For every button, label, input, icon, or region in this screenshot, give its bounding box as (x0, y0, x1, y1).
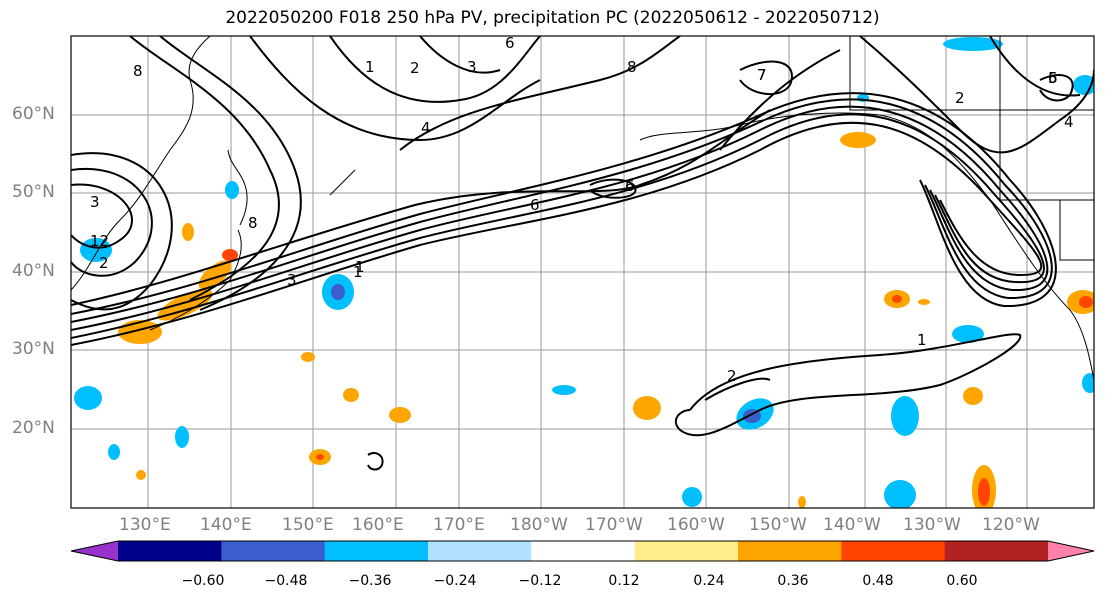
lon-label-170e: 170°E (433, 515, 485, 535)
lon-label-130e: 130°E (119, 515, 171, 535)
colorbar-tick: 0.60 (946, 573, 978, 589)
contour-label: 3 (467, 58, 477, 76)
lat-label-20: 20°N (12, 418, 55, 438)
colorbar-tick: −0.48 (264, 573, 308, 589)
plot-frame (70, 35, 1095, 509)
map-title: 2022050200 F018 250 hPa PV, precipitatio… (225, 8, 880, 28)
contour-label: 7 (757, 66, 767, 84)
colorbar-outline (70, 540, 1095, 562)
lon-label-180w: 180°W (510, 515, 568, 535)
colorbar-tick: 0.48 (862, 573, 894, 589)
colorbar-box (324, 541, 429, 561)
lat-label-30: 30°N (12, 339, 55, 359)
contour-label: 8 (627, 58, 637, 76)
contour-label: 3 (90, 193, 100, 211)
contour-label: 1 (355, 258, 365, 276)
contour-label: 8 (248, 214, 258, 232)
colorbar-extend-high (1048, 541, 1094, 561)
colorbar-tick: 0.12 (608, 573, 640, 589)
colorbar-extend-low (71, 541, 118, 561)
colorbar-tick: 0.24 (693, 573, 725, 589)
lon-label-140e: 140°E (200, 515, 252, 535)
colorbar (70, 540, 1095, 562)
colorbar-box (118, 541, 222, 561)
pv-contours (71, 36, 1094, 471)
lon-label-150e: 150°E (282, 515, 334, 535)
lon-label-160e: 160°E (352, 515, 404, 535)
contour-label: 7 (757, 66, 767, 84)
lon-label-170w: 170°W (585, 515, 643, 535)
colorbar-box (221, 541, 326, 561)
contour-label: 12 (90, 232, 109, 250)
lat-label-60: 60°N (12, 104, 55, 124)
colorbar-box (531, 541, 636, 561)
contour-label: 5 (1048, 69, 1058, 87)
colorbar-box (634, 541, 739, 561)
contour-label: 1 (917, 331, 927, 349)
lat-label-40: 40°N (12, 261, 55, 281)
contour-label: 3 (287, 271, 297, 289)
precip-shading (74, 37, 1094, 508)
contour-label: 6 (625, 177, 635, 195)
contour-label: 1 (365, 58, 375, 76)
colorbar-box (944, 541, 1049, 561)
contour-label: 2 (955, 89, 965, 107)
lon-label-150w: 150°W (749, 515, 807, 535)
colorbar-tick: −0.36 (348, 573, 392, 589)
lon-label-160w: 160°W (667, 515, 725, 535)
colorbar-tick: 0.36 (777, 573, 809, 589)
coastlines (71, 36, 1094, 381)
contour-label: 2 (99, 254, 109, 272)
contour-label: 4 (1064, 113, 1074, 131)
contour-label: 4 (421, 119, 431, 137)
contour-label: 2 (410, 59, 420, 77)
lat-label-50: 50°N (12, 182, 55, 202)
contour-label: 2 (727, 367, 737, 385)
lon-label-120w: 120°W (982, 515, 1040, 535)
contour-label: 6 (505, 34, 515, 52)
colorbar-box (841, 541, 946, 561)
lon-label-140w: 140°W (823, 515, 881, 535)
contour-label: 6 (1048, 69, 1058, 87)
colorbar-tick: −0.24 (433, 573, 477, 589)
contour-label: 1 (353, 263, 363, 281)
colorbar-box (738, 541, 842, 561)
contour-label: 8 (133, 62, 143, 80)
lon-label-130w: 130°W (903, 515, 961, 535)
contour-label: 6 (530, 196, 540, 214)
colorbar-tick: −0.12 (518, 573, 562, 589)
colorbar-box (428, 541, 532, 561)
colorbar-tick: −0.60 (181, 573, 225, 589)
